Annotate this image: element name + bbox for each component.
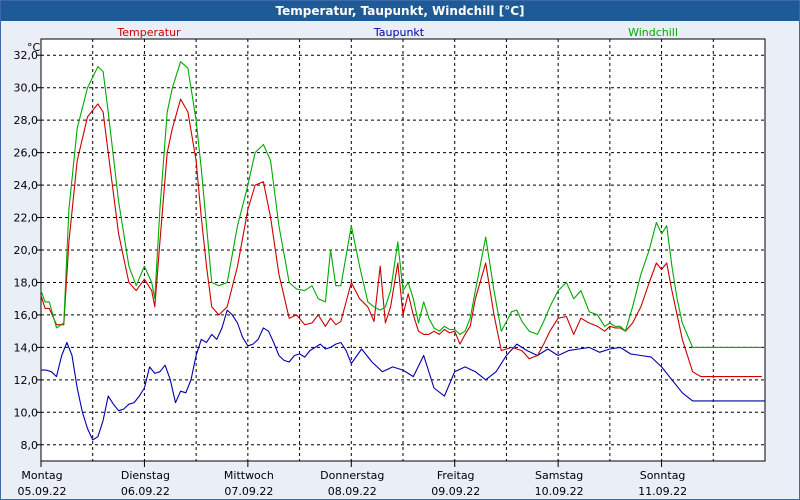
- x-tick-weekday: Donnerstag: [320, 469, 384, 482]
- y-tick-label: 30,0: [14, 82, 39, 95]
- x-tick-weekday: Freitag: [437, 469, 475, 482]
- y-axis: 8,0 10,0 12,0 14,0 16,0 18,0 20,0 22,0 24,0 26,0 2…: [14, 49, 41, 452]
- x-tick-date: 06.09.22: [121, 485, 170, 498]
- x-tick-weekday: Sonntag: [640, 469, 686, 482]
- grid-lines: [41, 39, 765, 461]
- x-tick-weekday: Mittwoch: [224, 469, 274, 482]
- y-tick-label: 32,0: [14, 49, 39, 62]
- x-tick-weekday: Montag: [21, 469, 62, 482]
- legend-entry-windchill: Windchill: [628, 26, 678, 39]
- y-tick-label: 22,0: [14, 212, 39, 225]
- legend-entry-taupunkt: Taupunkt: [373, 26, 425, 39]
- y-axis-label: °C: [27, 41, 41, 54]
- legend: Temperatur Taupunkt Windchill: [116, 26, 678, 39]
- y-tick-label: 16,0: [14, 309, 39, 322]
- chart-svg: 8,0 10,0 12,0 14,0 16,0 18,0 20,0 22,0 24,0 26,0 2…: [14, 26, 766, 498]
- x-tick-date: 07.09.22: [224, 485, 273, 498]
- legend-entry-temperatur: Temperatur: [116, 26, 181, 39]
- x-tick-weekday: Samstag: [535, 469, 583, 482]
- x-tick-weekday: Dienstag: [121, 469, 170, 482]
- series-line-taupunkt: [41, 309, 765, 441]
- y-tick-label: 26,0: [14, 147, 39, 160]
- x-tick-date: 05.09.22: [18, 485, 67, 498]
- x-tick-date: 11.09.22: [638, 485, 687, 498]
- x-tick-date: 09.09.22: [431, 485, 480, 498]
- y-tick-label: 24,0: [14, 179, 39, 192]
- series-line-temperatur: [40, 98, 762, 378]
- y-tick-label: 10,0: [14, 406, 39, 419]
- y-tick-label: 14,0: [14, 341, 39, 354]
- y-tick-label: 12,0: [14, 374, 39, 387]
- x-tick-date: 10.09.22: [535, 485, 584, 498]
- y-tick-label: 28,0: [14, 114, 39, 127]
- x-axis: Montag 05.09.22 Dienstag 06.09.22 Mittwoch 07…: [18, 461, 687, 498]
- y-tick-label: 20,0: [14, 244, 39, 257]
- x-tick-date: 08.09.22: [328, 485, 377, 498]
- y-tick-label: 8,0: [21, 439, 39, 452]
- chart-title: Temperatur, Taupunkt, Windchill [°C]: [1, 1, 799, 21]
- y-tick-label: 18,0: [14, 276, 39, 289]
- series-lines: [40, 61, 765, 441]
- series-line-windchill: [40, 61, 762, 348]
